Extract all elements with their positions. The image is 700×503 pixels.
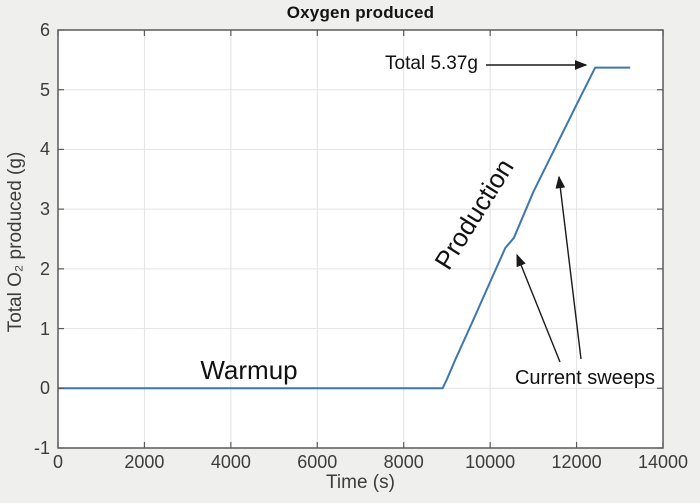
axis-ticks: [57, 29, 664, 449]
y-tick-label: 4: [39, 139, 50, 160]
current-sweep-arrow-upper: [555, 175, 582, 360]
current-sweep-arrow-lower: [516, 253, 561, 363]
x-tick-label: 8000: [383, 452, 424, 472]
total-annotation: Total 5.37g: [385, 53, 478, 74]
x-tick-label: 12000: [551, 452, 602, 472]
y-axis-label: Total O₂ produced (g): [5, 151, 26, 333]
x-tick-label: 6000: [297, 452, 338, 472]
plot-border: [57, 29, 664, 449]
current-sweeps-annotation: Current sweeps: [514, 367, 656, 389]
chart-title: Oxygen produced: [286, 3, 435, 22]
x-tick-label: 10000: [465, 452, 516, 472]
x-axis-label: Time (s): [326, 472, 395, 493]
x-tick-label: 0: [52, 452, 63, 472]
gridlines: [58, 30, 663, 448]
y-tick-label: -1: [33, 438, 50, 458]
x-tick-label: 2000: [124, 452, 165, 472]
warmup-annotation: Warmup: [200, 355, 298, 385]
x-tick-label: 4000: [210, 452, 251, 472]
y-tick-label: 1: [39, 318, 50, 339]
y-tick-label: 5: [39, 79, 50, 100]
x-tick-label: 14000: [637, 452, 689, 472]
y-tick-label: 2: [39, 258, 50, 279]
plot-background: [58, 30, 663, 448]
y-tick-label: 3: [39, 199, 50, 220]
y-tick-label: 0: [39, 378, 50, 399]
y-tick-label: 6: [39, 20, 50, 40]
annotation-arrows: [486, 60, 588, 363]
total-oxygen-produced: [58, 66, 631, 390]
oxygen-line: [58, 66, 631, 390]
